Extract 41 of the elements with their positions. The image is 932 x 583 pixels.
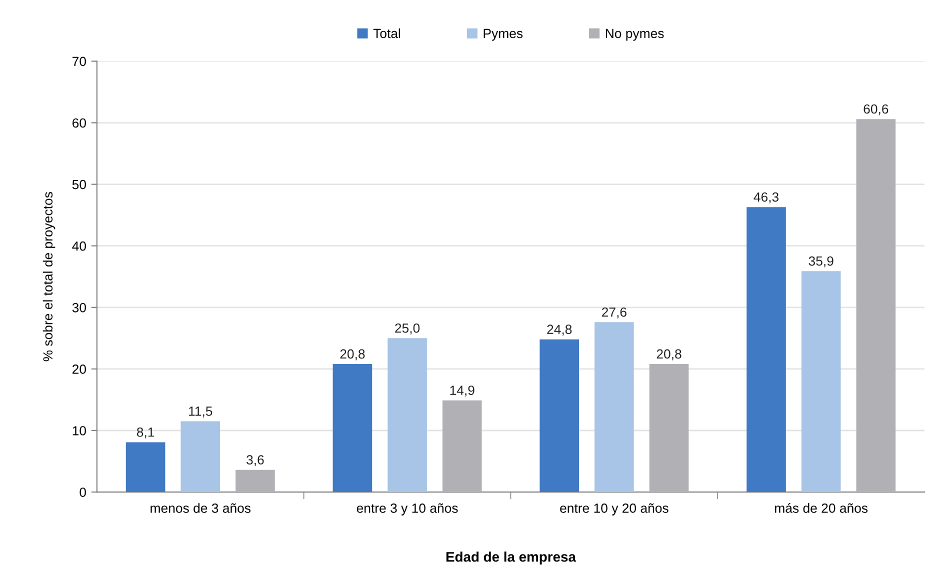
data-label: 20,8	[340, 349, 365, 360]
y-tick-label: 10	[72, 426, 86, 436]
legend-label: No pymes	[606, 28, 664, 41]
bar	[540, 339, 580, 492]
data-label: 46,3	[754, 192, 779, 204]
data-label: 60,6	[864, 104, 888, 116]
x-tick-label: entre 3 y 10 años	[356, 503, 458, 516]
legend-label: Pymes	[484, 28, 523, 41]
data-label: 14,9	[450, 386, 474, 397]
data-label: 25,0	[395, 323, 420, 334]
data-label: 24,8	[547, 324, 572, 336]
x-tick-label: más de 20 años	[775, 503, 868, 513]
data-label: 8,1	[136, 427, 154, 438]
bar	[180, 421, 220, 492]
y-tick-label: 70	[72, 56, 86, 66]
bar	[594, 322, 634, 492]
bar	[746, 207, 786, 492]
bar	[856, 119, 896, 492]
y-axis-title: % sobre el total de proyectos	[42, 192, 56, 362]
data-label: 35,9	[808, 256, 834, 268]
bar	[442, 400, 482, 492]
y-tick-label: 0	[80, 488, 86, 497]
x-axis-title: Edad de la empresa	[446, 552, 576, 565]
x-tick-label: menos de 3 años	[150, 503, 251, 513]
y-tick-label: 60	[72, 118, 86, 128]
x-tick-label: entre 10 y 20 años	[560, 503, 668, 516]
legend-label: Total	[373, 28, 400, 38]
bar	[649, 364, 689, 492]
data-label: 20,8	[656, 349, 682, 360]
bar	[388, 338, 427, 492]
bar	[236, 470, 275, 492]
data-label: 3,6	[246, 455, 264, 466]
y-tick-label: 40	[72, 241, 86, 251]
y-tick-label: 20	[72, 364, 86, 374]
data-label: 11,5	[189, 406, 212, 418]
bar	[126, 442, 166, 492]
bar	[332, 364, 372, 492]
bar	[801, 271, 841, 492]
y-tick-label: 30	[72, 302, 86, 312]
data-label: 27,6	[602, 307, 626, 318]
y-tick-label: 50	[72, 180, 86, 190]
